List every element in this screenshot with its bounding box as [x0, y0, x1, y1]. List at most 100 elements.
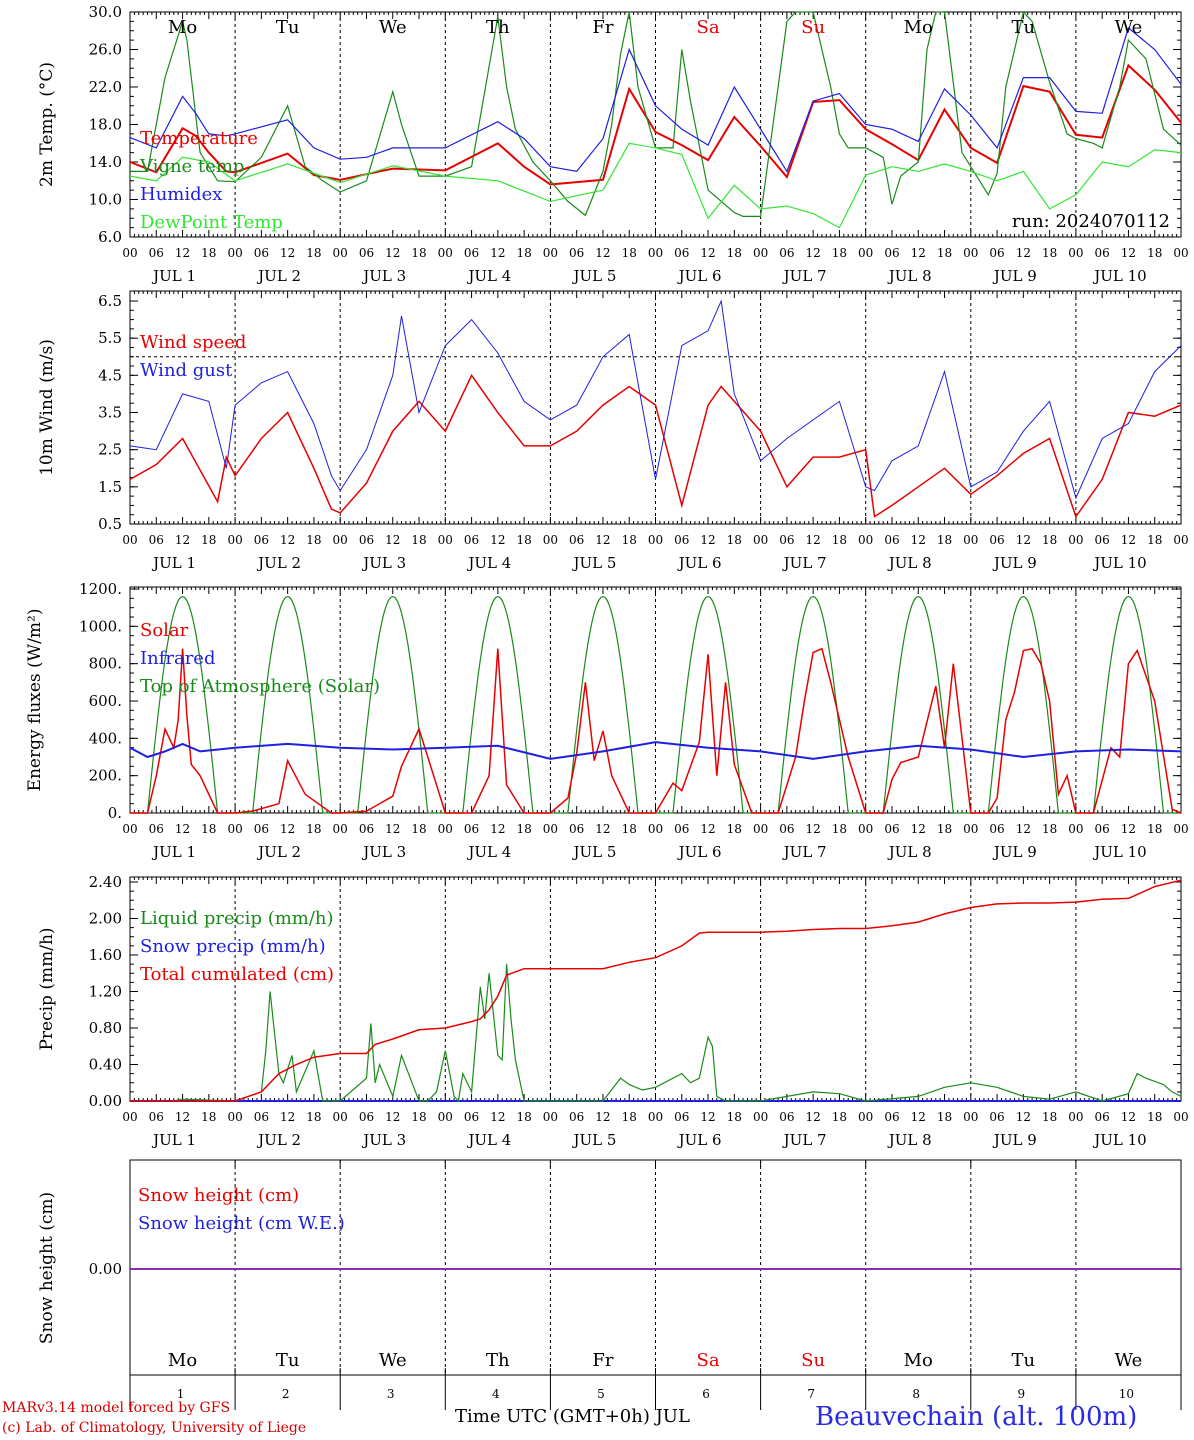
panel-1: 30.0 26.0 22.0 18.0 14.0 10.0 6.0 2m Temp. (°C)…: [37, 3, 1189, 285]
hour-tick-label: 12: [1121, 822, 1136, 836]
series-line-liquid-precip-mm-h-: [130, 964, 1182, 1103]
date-label: JUL 1: [151, 1131, 196, 1149]
date-label: JUL 5: [571, 843, 616, 861]
day-of-week-label: Sa: [697, 1350, 720, 1371]
hour-tick-label: 00: [648, 246, 663, 260]
model-credit: MARv3.14 model forced by GFS: [2, 1400, 231, 1416]
hour-tick-label: 12: [595, 822, 610, 836]
day-of-week-label: We: [1115, 1350, 1143, 1371]
hour-tick-label: 12: [806, 246, 821, 260]
legend-entry: Wind gust: [140, 360, 233, 381]
hour-tick-label: 12: [1016, 822, 1031, 836]
legend-entry: DewPoint Temp: [140, 212, 283, 233]
hour-tick-label: 18: [306, 822, 321, 836]
day-of-week-label: Tu: [276, 1350, 300, 1371]
hour-tick-label: 06: [149, 246, 164, 260]
hour-tick-label: 12: [806, 533, 821, 547]
hour-tick-label: 00: [122, 533, 137, 547]
hour-tick-label: 18: [622, 822, 637, 836]
hour-tick-label: 06: [149, 533, 164, 547]
hour-tick-label: 00: [333, 533, 348, 547]
day-number-label: 8: [912, 1387, 920, 1401]
hour-tick-label: 18: [516, 246, 531, 260]
date-label: JUL 3: [361, 554, 406, 572]
legend-entry: Infrared: [140, 648, 215, 669]
hour-tick-label: 00: [227, 246, 242, 260]
panel-3: 1200. 1000. 800. 600. 400. 200. 0. Energy fluxe…: [25, 580, 1189, 861]
date-label: JUL 2: [256, 267, 301, 285]
date-label: JUL 1: [151, 843, 196, 861]
y-tick-label: 1.5: [98, 478, 122, 496]
date-label: JUL 8: [887, 1131, 932, 1149]
hour-tick-label: 06: [569, 246, 584, 260]
hour-tick-label: 12: [700, 246, 715, 260]
hour-tick-label: 00: [438, 246, 453, 260]
hour-tick-label: 00: [963, 533, 978, 547]
date-label: JUL 7: [782, 554, 827, 572]
hour-tick-label: 00: [648, 1110, 663, 1124]
y-tick-label: 200.: [89, 767, 122, 785]
day-of-week-label: We: [1115, 17, 1143, 38]
date-label: JUL 6: [677, 554, 722, 572]
day-of-week-label: Fr: [592, 17, 613, 38]
hour-tick-label: 06: [359, 1110, 374, 1124]
hour-tick-label: 12: [385, 246, 400, 260]
hour-tick-label: 00: [227, 1110, 242, 1124]
hour-tick-label: 18: [201, 1110, 216, 1124]
hour-tick-label: 06: [884, 1110, 899, 1124]
hour-tick-label: 06: [569, 533, 584, 547]
hour-tick-label: 18: [1147, 1110, 1162, 1124]
hour-tick-label: 00: [858, 246, 873, 260]
hour-tick-label: 18: [1147, 246, 1162, 260]
y-axis-label: 10m Wind (m/s): [37, 339, 57, 476]
hour-tick-label: 12: [490, 1110, 505, 1124]
hour-tick-label: 12: [595, 246, 610, 260]
date-label: JUL 3: [361, 267, 406, 285]
hour-tick-label: 18: [832, 1110, 847, 1124]
hour-tick-label: 18: [832, 822, 847, 836]
date-label: JUL 9: [992, 1131, 1037, 1149]
day-of-week-label: Mo: [904, 1350, 933, 1371]
y-tick-label: 4.5: [98, 366, 122, 384]
hour-tick-label: 00: [753, 1110, 768, 1124]
hour-tick-label: 18: [1042, 1110, 1057, 1124]
y-tick-label: 2.40: [89, 873, 122, 891]
hour-tick-label: 12: [595, 1110, 610, 1124]
y-tick-label: 400.: [89, 729, 122, 747]
hour-tick-label: 06: [464, 822, 479, 836]
hour-tick-label: 12: [700, 533, 715, 547]
hour-tick-label: 18: [411, 533, 426, 547]
day-of-week-label: Tu: [276, 17, 300, 38]
series-line-temperature: [129, 63, 1182, 186]
hour-tick-label: 00: [648, 533, 663, 547]
date-label: JUL 4: [466, 1131, 511, 1149]
hour-tick-label: 00: [543, 533, 558, 547]
hour-tick-label: 00: [438, 822, 453, 836]
series-line-infrared: [129, 741, 1182, 760]
y-axis-label: 2m Temp. (°C): [37, 62, 57, 187]
y-tick-label: 0.40: [89, 1056, 122, 1074]
hour-tick-label: 00: [753, 533, 768, 547]
hour-tick-label: 00: [963, 822, 978, 836]
day-of-week-label: Mo: [904, 17, 933, 38]
date-label: JUL 3: [361, 1131, 406, 1149]
date-label: JUL 5: [571, 1131, 616, 1149]
hour-tick-label: 00: [1173, 1110, 1188, 1124]
y-tick-label: 800.: [89, 655, 122, 673]
day-of-week-label: Sa: [697, 17, 720, 38]
day-of-week-label: Th: [486, 1350, 510, 1371]
hour-tick-label: 18: [411, 1110, 426, 1124]
hour-tick-label: 12: [175, 533, 190, 547]
y-tick-label: 5.5: [98, 329, 122, 347]
y-tick-label: 22.0: [89, 78, 122, 96]
day-of-week-label: Tu: [1012, 1350, 1036, 1371]
series-line-humidex: [129, 26, 1182, 173]
hour-tick-label: 12: [280, 246, 295, 260]
hour-tick-label: 12: [490, 246, 505, 260]
hour-tick-label: 12: [1016, 246, 1031, 260]
y-tick-label: 0.80: [89, 1019, 122, 1037]
hour-tick-label: 06: [989, 533, 1004, 547]
hour-tick-label: 12: [1121, 533, 1136, 547]
day-number-label: 3: [387, 1387, 395, 1401]
